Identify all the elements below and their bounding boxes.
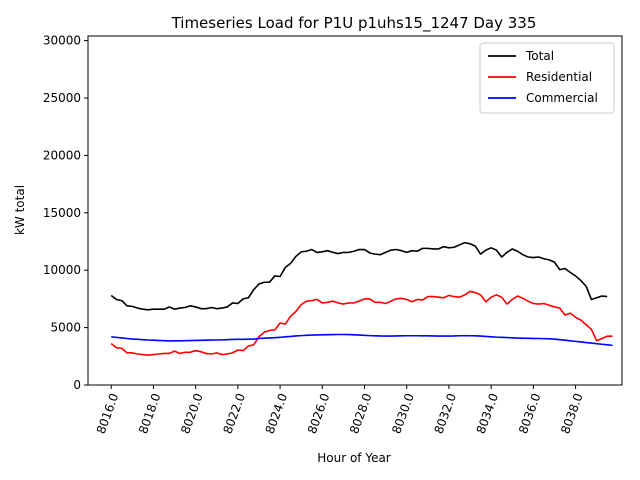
y-axis: 0 5000 10000 15000 20000 25000 30000 xyxy=(43,34,88,392)
plot-frame xyxy=(87,35,623,386)
y-tick-label: 5000 xyxy=(50,321,81,335)
legend-label-commercial: Commercial xyxy=(526,91,598,105)
series-line-residential xyxy=(110,290,613,356)
y-tick-label: 10000 xyxy=(43,263,81,277)
series-line-total xyxy=(110,241,608,311)
y-axis-label: kW total xyxy=(13,185,27,235)
series-layer xyxy=(110,241,613,356)
y-tick-label: 0 xyxy=(73,378,81,392)
legend-label-residential: Residential xyxy=(526,70,592,84)
y-tick-label: 25000 xyxy=(43,91,81,105)
x-axis-label: Hour of Year xyxy=(317,451,391,465)
legend-label-total: Total xyxy=(525,49,554,63)
y-tick-label: 30000 xyxy=(43,34,81,48)
legend: Total Residential Commercial xyxy=(479,42,615,114)
chart-title: Timeseries Load for P1U p1uhs15_1247 Day… xyxy=(171,14,537,33)
series-line-commercial xyxy=(111,333,613,347)
y-tick-label: 15000 xyxy=(43,206,81,220)
y-tick-label: 20000 xyxy=(43,148,81,162)
legend-box xyxy=(479,42,615,114)
